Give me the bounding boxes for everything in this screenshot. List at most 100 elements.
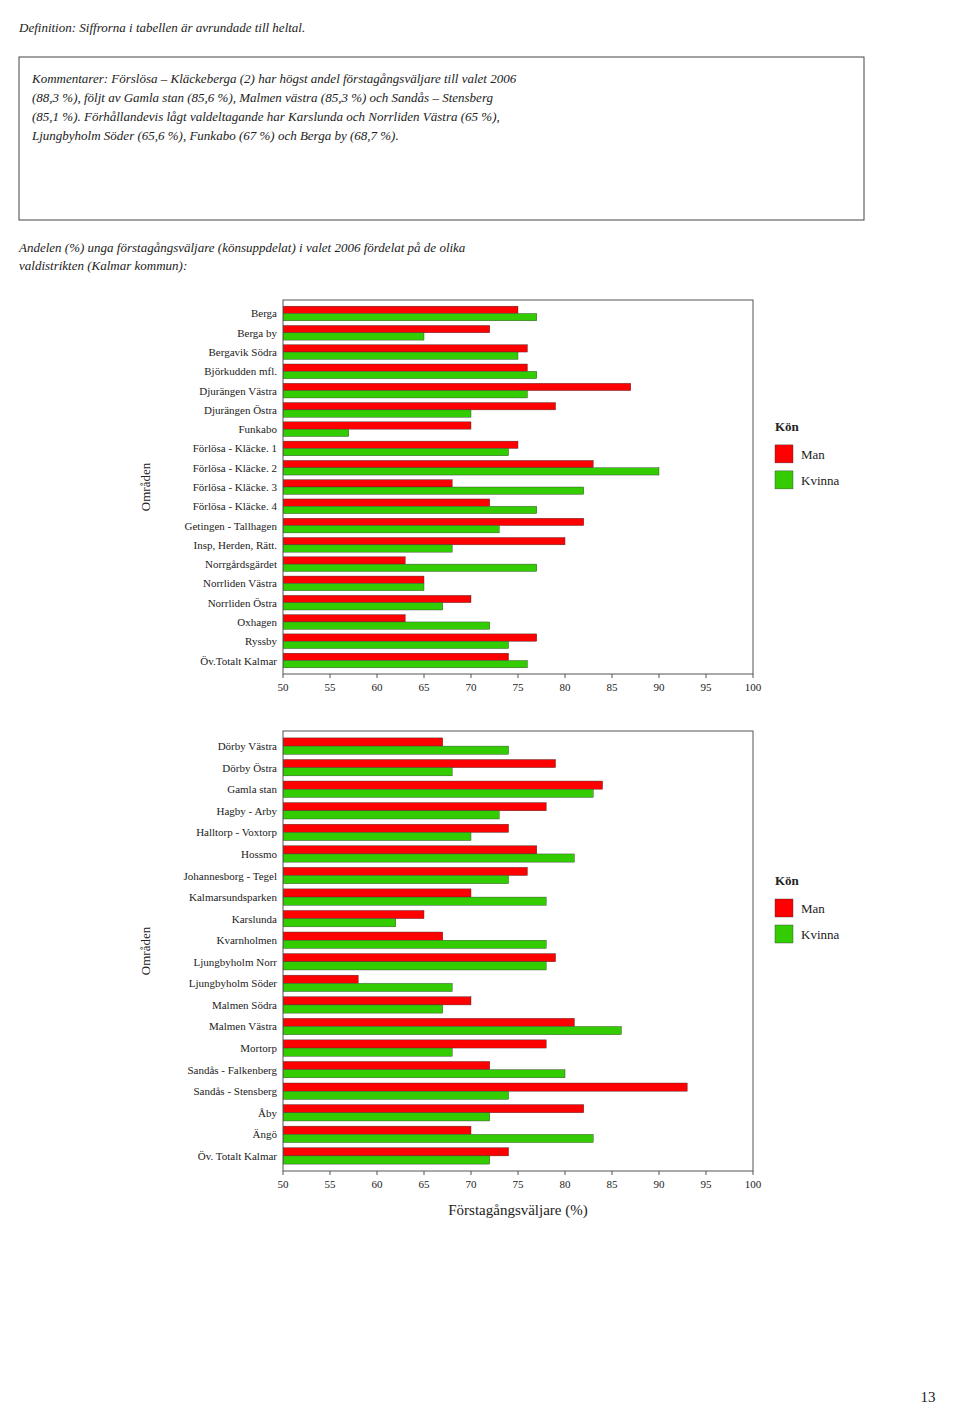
subtitle: valdistrikten (Kalmar kommun):: [19, 258, 187, 273]
x-tick-label: 90: [654, 681, 666, 693]
bar: [283, 391, 527, 398]
y-tick-label: Öv. Totalt Kalmar: [198, 1150, 278, 1162]
y-tick-label: Malmen Västra: [209, 1020, 277, 1032]
y-tick-label: Hossmo: [241, 848, 278, 860]
y-tick-label: Malmen Södra: [212, 999, 277, 1011]
bar: [283, 867, 527, 875]
x-tick-label: 50: [278, 1178, 290, 1190]
x-tick: [659, 1171, 660, 1175]
legend: KönManKvinna: [775, 419, 840, 489]
page-number: 13: [921, 1389, 936, 1405]
bar: [283, 1105, 584, 1113]
bar: [283, 811, 499, 819]
x-tick-label: 80: [560, 681, 572, 693]
x-tick: [518, 1171, 519, 1175]
y-tick-label: Dörby Östra: [222, 762, 277, 774]
bar: [283, 932, 443, 940]
x-tick-label: 100: [745, 681, 762, 693]
bar: [283, 1070, 565, 1078]
comment-box: [19, 57, 864, 220]
bar: [283, 506, 537, 513]
bar: [283, 538, 565, 545]
bar: [283, 653, 509, 660]
bar: [283, 746, 509, 754]
bar: [283, 583, 424, 590]
comment-line: (85,1 %). Förhållandevis lågt valdeltaga…: [32, 109, 500, 124]
legend-entry: Man: [801, 447, 825, 462]
x-tick: [283, 674, 284, 678]
x-tick: [659, 674, 660, 678]
bar: [283, 1040, 546, 1048]
y-tick-label: Sandås - Falkenberg: [187, 1064, 277, 1076]
x-tick-label: 95: [701, 1178, 713, 1190]
bar: [283, 410, 471, 417]
x-tick-label: 85: [607, 1178, 619, 1190]
x-tick-label: 75: [513, 681, 525, 693]
y-tick-label: Karslunda: [232, 913, 277, 925]
y-tick-label: Kalmarsundsparken: [189, 891, 277, 903]
y-tick-label: Dörby Västra: [218, 740, 277, 752]
bar: [283, 759, 556, 767]
bar: [283, 910, 424, 918]
bar: [283, 1026, 621, 1034]
bar: [283, 441, 518, 448]
bar: [283, 545, 452, 552]
bar: [283, 383, 631, 390]
y-tick-label: Sandås - Stensberg: [193, 1085, 277, 1097]
bar: [283, 781, 603, 789]
bar: [283, 832, 471, 840]
bar: [283, 1083, 687, 1091]
bar: [283, 803, 546, 811]
x-tick: [612, 1171, 613, 1175]
x-tick: [612, 674, 613, 678]
bar: [283, 940, 546, 948]
x-tick-label: 80: [560, 1178, 572, 1190]
bar: [283, 615, 405, 622]
y-tick-label: Djurängen Västra: [199, 385, 277, 397]
plot-frame: [283, 731, 753, 1171]
x-tick: [424, 1171, 425, 1175]
y-tick-label: Funkabo: [239, 423, 278, 435]
x-tick: [330, 674, 331, 678]
x-tick: [753, 1171, 754, 1175]
bar: [283, 595, 471, 602]
bar: [283, 371, 537, 378]
legend-title: Kön: [775, 873, 800, 888]
x-tick-label: 70: [466, 681, 478, 693]
bar: [283, 333, 424, 340]
y-tick-label: Kvarnholmen: [217, 934, 278, 946]
legend-swatch: [775, 899, 793, 917]
bar: [283, 824, 509, 832]
x-tick-label: 65: [419, 1178, 431, 1190]
bar: [283, 526, 499, 533]
y-tick-label: Förlösa - Kläcke. 2: [193, 462, 277, 474]
chart: 50556065707580859095100Dörby VästraDörby…: [138, 731, 840, 1219]
x-tick: [377, 674, 378, 678]
y-axis-label: Områden: [138, 462, 153, 511]
x-tick: [565, 674, 566, 678]
bar: [283, 345, 527, 352]
bar: [283, 1134, 593, 1142]
bar: [283, 480, 452, 487]
bar: [283, 403, 556, 410]
bar: [283, 661, 527, 668]
y-tick-label: Norrliden Östra: [208, 597, 277, 609]
bar: [283, 876, 509, 884]
x-tick-label: 60: [372, 681, 384, 693]
bar: [283, 1156, 490, 1164]
bar: [283, 499, 490, 506]
bar: [283, 429, 349, 436]
bar: [283, 854, 574, 862]
x-tick: [471, 674, 472, 678]
y-tick-label: Mortorp: [240, 1042, 277, 1054]
x-tick-label: 55: [325, 1178, 337, 1190]
bar: [283, 448, 509, 455]
y-tick-label: Öv.Totalt Kalmar: [200, 655, 277, 667]
y-axis-label: Områden: [138, 926, 153, 975]
y-tick-label: Hagby - Arby: [217, 805, 278, 817]
background: [0, 0, 960, 1419]
header-note: Definition: Siffrorna i tabellen är avru…: [18, 20, 305, 35]
y-tick-label: Förlösa - Kläcke. 3: [193, 481, 278, 493]
x-tick-label: 90: [654, 1178, 666, 1190]
x-tick-label: 100: [745, 1178, 762, 1190]
